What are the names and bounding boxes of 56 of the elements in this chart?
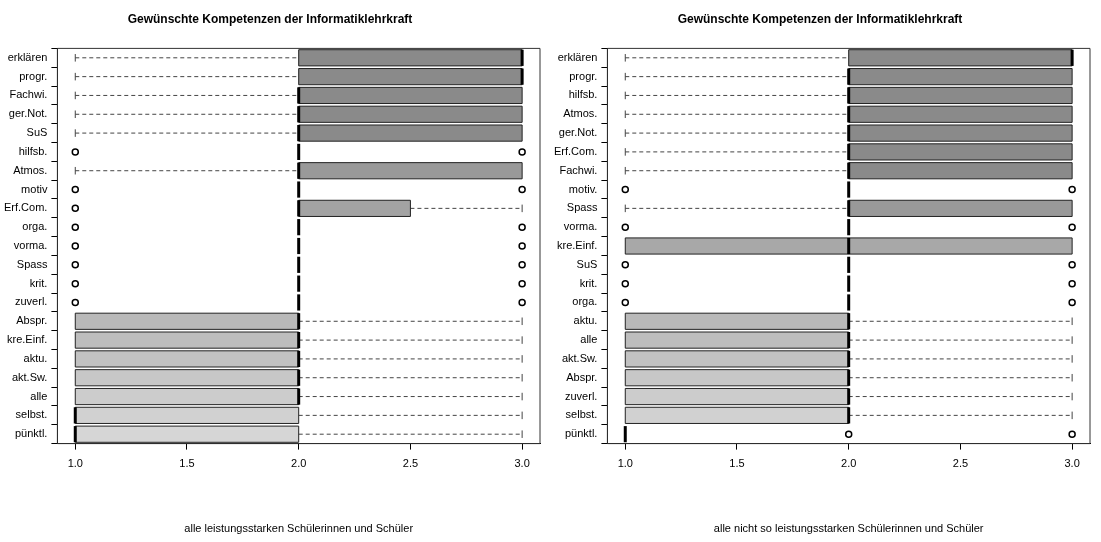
y-tick-label: krit. — [29, 276, 48, 289]
chart-title: Gewünschte Kompetenzen der Informatiklehrkraft — [127, 11, 413, 26]
y-tick-label: ger.Not. — [558, 126, 598, 139]
y-tick-label: Fachwi. — [559, 163, 598, 176]
y-tick-label: aktu. — [573, 314, 598, 327]
y-tick-label: vorma. — [13, 239, 48, 252]
y-tick-label: erklären — [7, 50, 48, 63]
x-tick-label: 2.5 — [402, 457, 419, 470]
x-tick-label: 3.0 — [514, 457, 530, 470]
y-tick-label: kre.Einf. — [7, 333, 48, 346]
y-tick-label: SuS — [26, 126, 48, 139]
y-tick-label: Erf.Com. — [3, 201, 48, 214]
x-tick-label: 2.0 — [291, 457, 307, 470]
x-axis-title: alle nicht so leistungsstarken Schülerinnen und Schüler — [713, 522, 984, 535]
x-tick-label: 1.5 — [179, 457, 195, 470]
y-tick-label: alle — [580, 333, 598, 346]
y-tick-label: alle — [30, 389, 48, 402]
y-tick-label: kre.Einf. — [557, 239, 598, 252]
y-tick-label: aktu. — [23, 351, 48, 364]
x-tick-label: 1.0 — [617, 457, 633, 470]
y-tick-label: hilfsb. — [568, 88, 598, 101]
y-tick-label: akt.Sw. — [561, 351, 598, 364]
x-tick-label: 1.5 — [729, 457, 745, 470]
y-tick-label: hilfsb. — [18, 144, 48, 157]
y-tick-label: motiv. — [568, 182, 598, 195]
y-tick-label: orga. — [572, 295, 598, 308]
y-tick-label: pünktl. — [564, 427, 598, 440]
y-tick-label: Abspr. — [16, 314, 48, 327]
x-tick-label: 1.0 — [67, 457, 83, 470]
y-tick-label: progr. — [569, 69, 598, 82]
y-tick-label: erklären — [557, 50, 598, 63]
x-axis-title: alle leistungsstarken Schülerinnen und Schüler — [184, 522, 414, 535]
y-tick-label: akt.Sw. — [11, 370, 48, 383]
y-tick-label: Atmos. — [563, 107, 598, 120]
y-tick-label: zuverl. — [564, 389, 598, 402]
y-tick-label: selbst. — [15, 408, 48, 421]
y-tick-label: Abspr. — [566, 370, 598, 383]
y-tick-label: orga. — [22, 220, 48, 233]
chart-title: Gewünschte Kompetenzen der Informatiklehrkraft — [677, 11, 963, 26]
y-tick-label: zuverl. — [14, 295, 48, 308]
y-tick-label: krit. — [579, 276, 598, 289]
y-tick-label: pünktl. — [14, 427, 48, 440]
y-tick-label: Fachwi. — [9, 88, 48, 101]
x-tick-label: 3.0 — [1064, 457, 1080, 470]
y-tick-label: Spass — [566, 201, 598, 214]
x-tick-label: 2.5 — [952, 457, 969, 470]
y-tick-label: Atmos. — [13, 163, 48, 176]
y-tick-label: ger.Not. — [8, 107, 48, 120]
y-tick-label: SuS — [576, 257, 598, 270]
y-tick-label: motiv — [21, 182, 48, 195]
x-tick-label: 2.0 — [841, 457, 857, 470]
y-tick-label: Spass — [16, 257, 48, 270]
y-tick-label: Erf.Com. — [553, 144, 598, 157]
y-tick-label: selbst. — [565, 408, 598, 421]
y-tick-label: progr. — [19, 69, 48, 82]
y-tick-label: vorma. — [563, 220, 598, 233]
